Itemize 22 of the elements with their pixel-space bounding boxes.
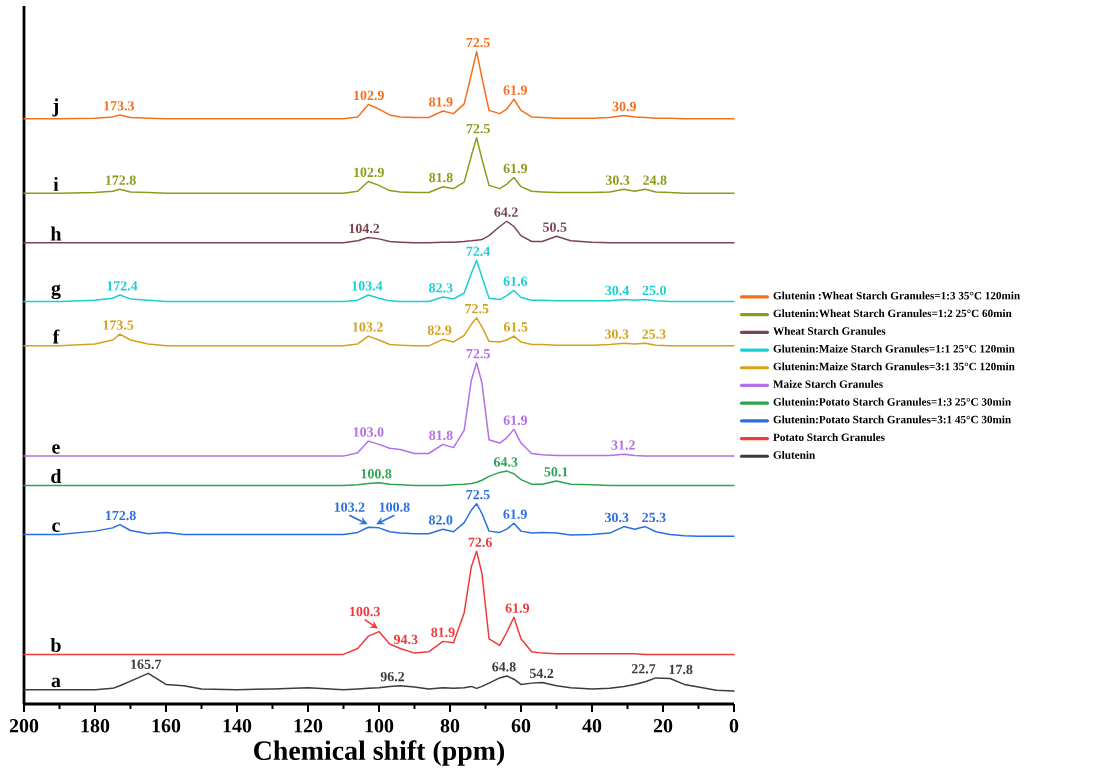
x-tick-label: 180 xyxy=(81,719,110,733)
annotation: g xyxy=(51,284,61,300)
x-axis-title: Chemical shift (ppm) xyxy=(254,740,505,766)
x-tick-label: 80 xyxy=(440,719,460,733)
x-tick-label: 140 xyxy=(223,719,252,733)
x-tick-label: 160 xyxy=(152,719,181,733)
x-tick-label: 20 xyxy=(653,719,673,733)
x-tick-label: 120 xyxy=(294,719,323,733)
annotation: i xyxy=(53,176,59,191)
annotation: j xyxy=(52,98,58,117)
x-tick-label: 60 xyxy=(511,719,531,733)
x-tick-label: 40 xyxy=(582,719,602,733)
annotation: c xyxy=(52,522,60,532)
annotation: h xyxy=(50,226,62,241)
x-tick-label: 0 xyxy=(729,719,739,733)
annotation: b xyxy=(50,637,61,653)
annotation: d xyxy=(51,469,62,484)
annotation: a xyxy=(51,677,61,688)
annotation: e xyxy=(52,444,60,454)
x-tick-label: 200 xyxy=(9,719,39,733)
annotation: f xyxy=(52,329,60,344)
x-tick-label: 100 xyxy=(365,719,394,733)
